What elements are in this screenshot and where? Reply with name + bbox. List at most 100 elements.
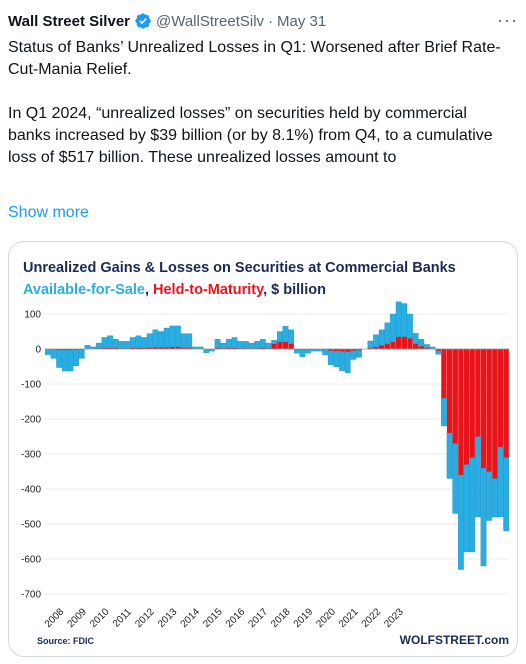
author-handle[interactable]: @WallStreetSilv [156,12,265,30]
x-tick-labels: 2008 2009 2010 2011 2012 2013 2014 2015 2016 2017… [43,606,406,630]
bar-htm [367,347,374,349]
bar-afs [78,349,85,359]
bar-afs [186,333,193,348]
author-name[interactable]: Wall Street Silver [8,12,130,30]
bar-htm [384,343,391,349]
bar-afs [95,342,102,349]
bar-afs [163,327,170,348]
bar-htm [475,349,481,437]
y-tick-label: -200 [21,415,41,426]
bar-htm [356,349,362,351]
y-tick-label: 0 [35,345,41,356]
bar-afs [316,349,323,352]
bar-afs [124,341,130,349]
bar-htm [56,349,62,351]
bar-htm [288,343,294,349]
bar-afs [107,335,113,349]
bar-afs [333,350,340,367]
bar-afs [339,351,345,371]
y-tick-label: -300 [21,450,41,461]
bar-afs [152,329,159,348]
bar-htm [135,347,142,349]
bar-htm [452,349,458,444]
show-more-link[interactable]: Show more [8,204,89,221]
tweet-date[interactable]: May 31 [277,12,327,30]
bar-afs [73,349,79,366]
bar-afs [322,349,328,356]
bar-afs [492,478,498,518]
bar-afs [497,446,504,518]
header-separator: · [268,12,274,30]
bar-htm [328,349,334,351]
bar-afs [276,331,283,343]
bar-afs [390,313,396,343]
bar-afs [458,474,464,570]
bar-afs [350,350,357,360]
bar-htm [231,347,238,349]
bar-htm [480,349,487,468]
bar-afs [141,337,147,349]
bar-htm [401,336,408,349]
bar-afs [226,339,232,349]
bar-afs [412,333,419,344]
bar-htm [503,349,509,458]
bar-afs [486,471,493,521]
x-tick-label: 2008 [43,606,67,630]
bar-htm [271,343,277,349]
subtitle-comma: , [145,282,153,298]
bar-afs [175,325,181,348]
chart-image-card[interactable]: Unrealized Gains & Losses on Securities … [8,241,518,657]
bar-afs [282,326,289,343]
more-horizontal-icon[interactable]: ··· [497,10,518,30]
bar-htm [407,338,413,349]
y-tick-labels: 100 0 -100 -200 -300 -400 -500 -600 -700 [21,310,41,601]
bar-afs [220,342,227,349]
bar-htm [395,336,402,349]
y-tick-label: -700 [21,590,41,601]
bar-htm [463,349,470,465]
bar-htm [418,346,424,349]
bar-htm [226,347,232,349]
bar-afs [288,329,294,344]
bar-afs [293,349,300,354]
x-tick-label: 2011 [111,606,134,629]
bar-afs [305,349,311,354]
bar-afs [67,349,74,372]
bar-afs [271,340,278,344]
bar-afs [231,337,238,349]
bar-htm [379,345,385,349]
bar-htm [113,347,119,349]
y-tick-label: -100 [21,380,41,391]
bar-afs [463,464,470,553]
bar-htm [73,349,79,351]
bar-afs [180,333,187,348]
tweet-paragraph-1: Status of Banks’ Unrealized Losses in Q1… [8,39,501,78]
chart-source: Source: FDIC [37,636,95,646]
bar-htm [435,349,441,351]
bar-htm [67,349,74,351]
bar-afs [503,457,510,532]
tweet-paragraph-2: In Q1 2024, “unrealized losses” on secur… [8,105,493,166]
subtitle-unit: , $ billion [263,282,326,298]
bar-afs [203,349,210,353]
bar-afs [475,436,481,518]
bar-htm [412,343,419,349]
bar-htm [345,349,351,352]
bar-htm [186,347,192,349]
bar-afs [50,349,57,359]
bar-afs [310,349,317,352]
bar-htm [486,349,492,472]
bar-afs [169,325,176,348]
bar-afs [373,334,379,348]
x-tick-label: 2013 [156,606,180,630]
bar-chart: Unrealized Gains & Losses on Securities … [21,260,510,647]
x-tick-label: 2018 [269,606,293,630]
bar-afs [243,341,249,349]
bar-afs [469,457,476,553]
bar-afs [441,397,447,427]
x-tick-label: 2022 [360,606,384,630]
bar-afs [118,341,125,349]
bar-afs [452,443,459,514]
chart-title: Unrealized Gains & Losses on Securities … [23,260,456,276]
bar-htm [158,347,164,349]
